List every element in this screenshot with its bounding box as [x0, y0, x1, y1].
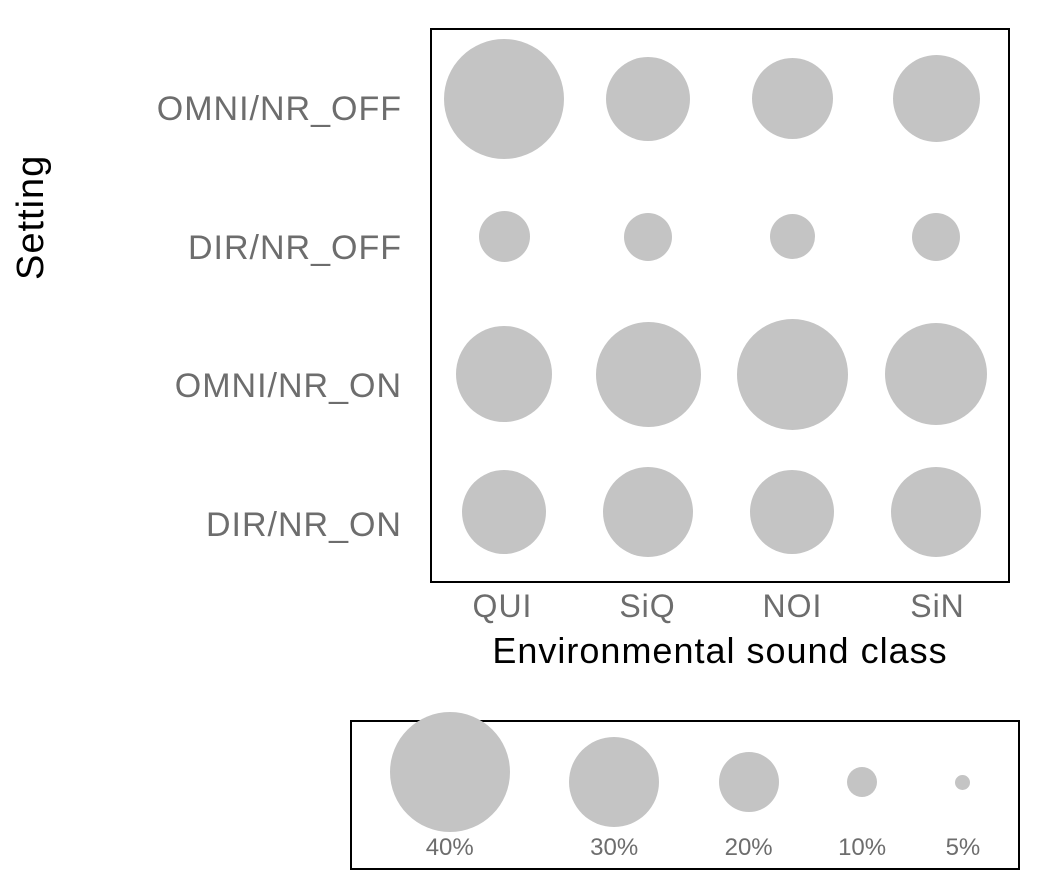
legend-label: 30%: [590, 834, 638, 862]
bubble: [596, 322, 701, 427]
bubble: [444, 39, 564, 159]
bubble: [912, 213, 960, 261]
legend-label: 20%: [725, 834, 773, 862]
size-legend: 40% 30% 20% 10% 5%: [350, 720, 1020, 870]
legend-bubble: [719, 752, 779, 812]
bubble-cell: [720, 168, 864, 306]
bubble-cell: [864, 30, 1008, 168]
row-label: DIR/NR_ON: [70, 506, 420, 545]
bubble-cell: [720, 306, 864, 444]
bubble-cell: [720, 443, 864, 581]
y-axis-label: Setting: [10, 155, 53, 280]
bubble-cell: [576, 443, 720, 581]
bubble-cell: [720, 30, 864, 168]
legend-item: 20%: [719, 732, 779, 862]
bubble: [891, 467, 981, 557]
col-tick-labels: QUI SiQ NOI SiN: [430, 588, 1010, 628]
bubble: [737, 319, 848, 430]
bubble-cell: [864, 443, 1008, 581]
bubble: [893, 55, 980, 142]
bubble-cell: [864, 168, 1008, 306]
bubble: [603, 467, 693, 557]
row-label: OMNI/NR_ON: [70, 367, 420, 406]
bubble: [456, 326, 552, 422]
x-axis-label: Environmental sound class: [430, 630, 1010, 672]
bubble-cell: [576, 30, 720, 168]
col-label: QUI: [430, 588, 575, 628]
legend-item: 30%: [569, 732, 659, 862]
bubble-cell: [432, 443, 576, 581]
legend-label: 40%: [426, 834, 474, 862]
bubble-cell: [432, 306, 576, 444]
bubble-grid: [432, 30, 1008, 581]
col-label: SiN: [865, 588, 1010, 628]
legend-item: 5%: [946, 732, 981, 862]
legend-bubble: [569, 737, 659, 827]
legend-bubble: [847, 767, 877, 797]
bubble: [750, 470, 834, 554]
bubble-grid-plot: [430, 28, 1010, 583]
legend-label: 10%: [838, 834, 886, 862]
bubble-cell: [576, 168, 720, 306]
bubble: [624, 213, 672, 261]
col-label: NOI: [720, 588, 865, 628]
bubble: [770, 214, 815, 259]
row-label: OMNI/NR_OFF: [70, 90, 420, 129]
legend-item: 40%: [390, 732, 510, 862]
bubble-cell: [432, 168, 576, 306]
bubble: [462, 470, 546, 554]
col-label: SiQ: [575, 588, 720, 628]
bubble: [885, 323, 987, 425]
row-label: DIR/NR_OFF: [70, 229, 420, 268]
bubble-cell: [576, 306, 720, 444]
bubble-cell: [432, 30, 576, 168]
row-tick-labels: OMNI/NR_OFF DIR/NR_OFF OMNI/NR_ON DIR/NR…: [70, 40, 420, 595]
legend-label: 5%: [946, 834, 981, 862]
bubble: [752, 58, 833, 139]
legend-bubble: [390, 712, 510, 832]
bubble: [606, 57, 690, 141]
legend-item: 10%: [838, 732, 886, 862]
bubble: [479, 211, 530, 262]
legend-bubble: [955, 775, 970, 790]
bubble-cell: [864, 306, 1008, 444]
